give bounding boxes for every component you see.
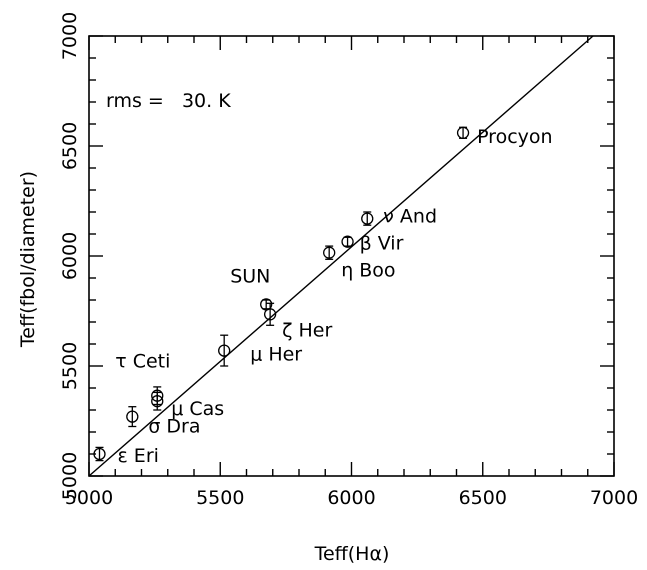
x-tick-label: 5000 <box>65 487 113 509</box>
data-point <box>456 126 470 139</box>
data-point <box>151 389 164 402</box>
data-point <box>361 212 374 225</box>
y-tick-label: 5500 <box>59 342 81 390</box>
point-label: ν And <box>383 206 437 228</box>
point-label: ζ Her <box>282 319 332 341</box>
x-tick-label: 6500 <box>459 487 507 509</box>
point-label: ε Eri <box>118 445 159 467</box>
plot-layer: 5000 5500 6000 6500 7000 5000 5500 6000 6500 7000… <box>59 12 638 509</box>
x-tick-label: 5500 <box>196 487 244 509</box>
y-axis-label: Teff(fbol/diameter) <box>17 171 39 348</box>
data-point <box>263 308 277 321</box>
y-tick-label: 7000 <box>59 12 81 60</box>
point-label: β Vir <box>360 233 404 255</box>
data-point <box>126 410 139 423</box>
data-point <box>323 246 336 259</box>
point-label: η Boo <box>341 260 395 282</box>
rms-annotation: rms = 30. K <box>106 90 231 112</box>
data-point <box>341 235 354 248</box>
point-label: μ Cas <box>171 398 224 420</box>
point-label: τ Ceti <box>115 351 170 373</box>
point-label: SUN <box>230 265 270 287</box>
data-point <box>218 344 231 357</box>
point-label: σ Dra <box>148 416 200 438</box>
x-axis-label: Teff(Hα) <box>314 543 390 565</box>
y-tick-label: 6500 <box>59 122 81 170</box>
data-point <box>93 447 106 461</box>
x-tick-label: 6000 <box>327 487 375 509</box>
point-label: μ Her <box>250 344 302 366</box>
fit-line <box>88 35 594 477</box>
y-tick-label: 5000 <box>59 452 81 500</box>
x-tick-label: 7000 <box>590 487 638 509</box>
y-tick-label: 6000 <box>59 232 81 280</box>
point-label: Procyon <box>477 126 553 148</box>
